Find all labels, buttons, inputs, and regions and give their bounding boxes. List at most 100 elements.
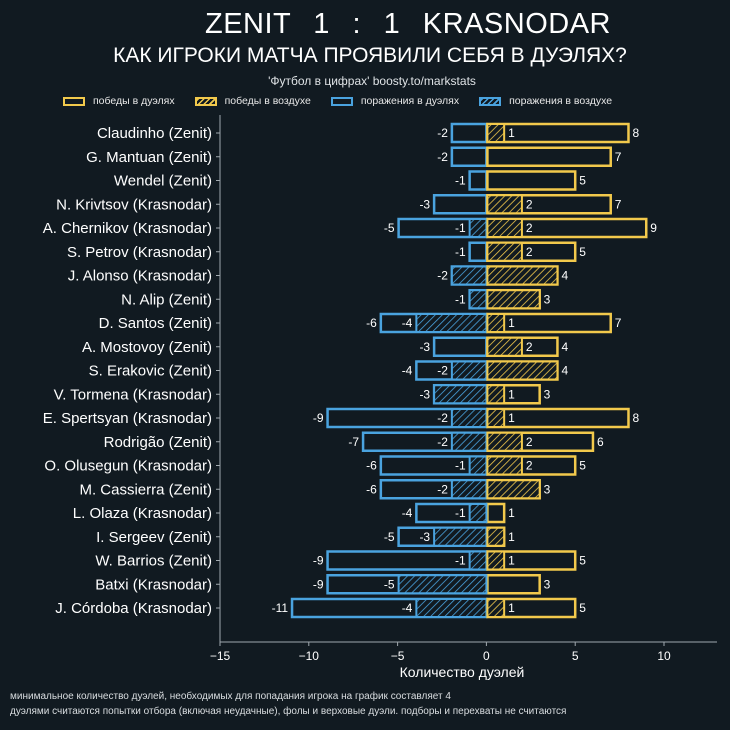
footnotes: минимальное количество дуэлей, необходим… bbox=[10, 689, 566, 719]
player-label: N. Krivtsov (Krasnodar) bbox=[56, 196, 212, 213]
label-duel-wins: 1 bbox=[508, 506, 515, 520]
label-air-wins: 1 bbox=[508, 411, 515, 425]
label-duel-losses: -4 bbox=[402, 364, 413, 378]
player-label: J. Córdoba (Krasnodar) bbox=[55, 600, 212, 617]
label-air-losses: -4 bbox=[402, 316, 413, 330]
label-duel-losses: -5 bbox=[384, 221, 395, 235]
bar-air-losses bbox=[415, 313, 488, 333]
label-duel-losses: -9 bbox=[313, 577, 324, 591]
legend-label: поражения в дуэлях bbox=[360, 95, 460, 107]
bar-duel-wins bbox=[486, 502, 506, 524]
bar-air-wins bbox=[486, 550, 506, 571]
bar-air-losses bbox=[450, 431, 488, 452]
bar-air-losses bbox=[468, 503, 488, 523]
label-duel-wins: 3 bbox=[544, 482, 551, 496]
bar-air-wins bbox=[486, 408, 506, 428]
label-duel-wins: 3 bbox=[544, 292, 551, 306]
x-tick-label: −5 bbox=[391, 649, 405, 663]
chart-source: 'Футбол в цифрах' boosty.to/markstats bbox=[268, 74, 476, 88]
label-air-wins: 1 bbox=[508, 316, 515, 330]
label-air-losses: -1 bbox=[455, 459, 466, 473]
bar-air-losses bbox=[450, 479, 488, 500]
label-duel-wins: 6 bbox=[597, 435, 604, 449]
bar-air-losses bbox=[433, 384, 488, 405]
bar-air-wins bbox=[486, 431, 523, 452]
label-duel-losses: -11 bbox=[272, 601, 289, 615]
chart-subtitle: КАК ИГРОКИ МАТЧА ПРОЯВИЛИ СЕБЯ В ДУЭЛЯХ? bbox=[113, 44, 627, 67]
label-duel-wins: 4 bbox=[561, 340, 568, 354]
bar-duel-wins bbox=[486, 574, 541, 595]
legend-item-air-wins: победы в воздухе bbox=[194, 95, 311, 107]
legend-swatch-air-losses bbox=[479, 96, 502, 106]
bar-air-wins bbox=[486, 123, 506, 143]
label-duel-wins: 4 bbox=[561, 269, 568, 283]
player-label: M. Cassierra (Zenit) bbox=[79, 481, 212, 498]
player-label: Batxi (Krasnodar) bbox=[95, 576, 212, 593]
label-duel-wins: 5 bbox=[579, 245, 586, 259]
bar-air-losses bbox=[468, 455, 488, 476]
bar-duel-wins bbox=[486, 170, 577, 191]
label-air-wins: 2 bbox=[526, 245, 533, 259]
player-label: Wendel (Zenit) bbox=[114, 173, 212, 190]
label-duel-losses: -7 bbox=[348, 435, 359, 449]
bar-air-losses bbox=[450, 265, 488, 286]
label-duel-wins: 4 bbox=[561, 364, 568, 378]
label-duel-losses: -1 bbox=[455, 292, 466, 306]
label-air-losses: -2 bbox=[437, 435, 448, 449]
player-label: S. Petrov (Krasnodar) bbox=[67, 244, 212, 261]
bar-duel-losses bbox=[450, 146, 488, 167]
player-label: Claudinho (Zenit) bbox=[97, 125, 212, 142]
legend-label: поражения в воздухе bbox=[509, 95, 613, 107]
label-duel-losses: -6 bbox=[366, 459, 377, 473]
label-duel-wins: 7 bbox=[615, 150, 622, 164]
label-air-losses: -2 bbox=[437, 364, 448, 378]
label-air-wins: 2 bbox=[526, 340, 533, 354]
label-air-losses: -3 bbox=[419, 530, 430, 544]
label-duel-losses: -4 bbox=[402, 506, 413, 520]
label-air-wins: 1 bbox=[508, 601, 515, 615]
label-duel-losses: -6 bbox=[366, 482, 377, 496]
label-duel-losses: -2 bbox=[437, 126, 448, 140]
bar-air-losses bbox=[397, 574, 488, 595]
player-label: L. Olaza (Krasnodar) bbox=[73, 505, 212, 522]
label-air-wins: 2 bbox=[526, 197, 533, 211]
bar-air-wins bbox=[486, 265, 559, 286]
player-label: Rodrigão (Zenit) bbox=[104, 434, 212, 451]
label-duel-wins: 5 bbox=[579, 554, 586, 568]
label-duel-losses: -3 bbox=[419, 340, 430, 354]
legend-swatch-duel-losses bbox=[330, 96, 353, 106]
bar-air-wins bbox=[486, 241, 523, 262]
legend-item-duel-wins: победы в дуэлях bbox=[63, 95, 175, 107]
player-label: G. Mantuan (Zenit) bbox=[86, 149, 212, 166]
label-duel-losses: -2 bbox=[437, 269, 448, 283]
bar-air-wins bbox=[486, 336, 523, 357]
label-duel-wins: 9 bbox=[650, 221, 657, 235]
legend: победы в дуэлях победы в воздухе поражен… bbox=[63, 95, 632, 107]
bar-air-wins bbox=[486, 598, 506, 618]
label-duel-wins: 1 bbox=[508, 530, 515, 544]
bar-air-wins bbox=[486, 455, 523, 476]
player-label: D. Santos (Zenit) bbox=[99, 315, 212, 332]
legend-item-duel-losses: поражения в дуэлях bbox=[330, 95, 460, 107]
label-duel-losses: -9 bbox=[313, 411, 324, 425]
label-duel-wins: 8 bbox=[632, 411, 639, 425]
player-label: E. Spertsyan (Krasnodar) bbox=[43, 410, 212, 427]
label-duel-wins: 5 bbox=[579, 601, 586, 615]
x-tick-label: 5 bbox=[572, 649, 579, 663]
label-air-losses: -1 bbox=[455, 554, 466, 568]
legend-swatch-duel-wins bbox=[63, 96, 85, 106]
x-tick-label: −15 bbox=[210, 649, 231, 663]
label-duel-wins: 8 bbox=[632, 126, 639, 140]
label-air-losses: -1 bbox=[455, 506, 466, 520]
player-label: W. Barrios (Zenit) bbox=[95, 553, 212, 570]
bar-air-wins bbox=[486, 526, 506, 547]
bar-air-losses bbox=[468, 550, 488, 571]
bar-duel-wins bbox=[486, 146, 612, 167]
player-label: N. Alip (Zenit) bbox=[121, 291, 212, 308]
player-label: V. Tormena (Krasnodar) bbox=[54, 386, 212, 403]
player-label: J. Alonso (Krasnodar) bbox=[68, 268, 212, 285]
label-air-wins: 1 bbox=[508, 126, 515, 140]
label-duel-losses: -9 bbox=[313, 554, 324, 568]
legend-swatch-air-wins bbox=[194, 96, 217, 106]
label-duel-wins: 3 bbox=[544, 387, 551, 401]
